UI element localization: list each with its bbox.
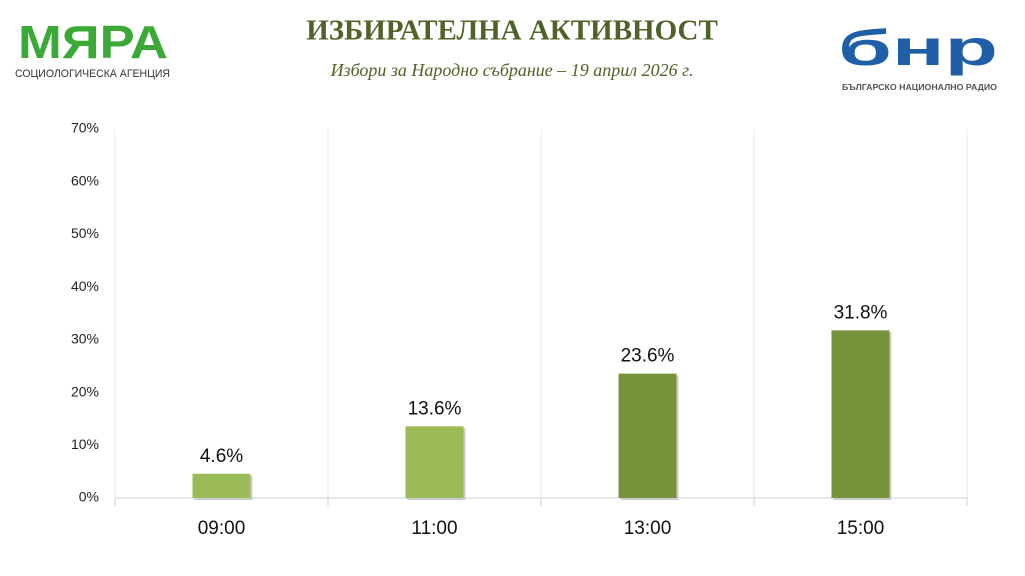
y-tick-label: 70% [71, 120, 99, 136]
value-label: 4.6% [200, 446, 243, 467]
y-tick-label: 40% [71, 278, 99, 294]
chart-subtitle: Избори за Народно събрание – 19 април 20… [330, 60, 694, 80]
x-tick-label: 13:00 [624, 518, 672, 539]
value-label: 31.8% [834, 302, 888, 323]
logo-left-name: МЯРА [18, 16, 168, 68]
y-tick-label: 30% [71, 331, 99, 347]
bar [618, 373, 677, 498]
value-label: 23.6% [621, 346, 675, 367]
y-tick-label: 0% [79, 489, 99, 505]
logo-right-name: бнр [838, 20, 998, 76]
y-tick-label: 20% [71, 383, 99, 399]
x-tick-label: 09:00 [198, 518, 246, 539]
bar [405, 426, 464, 498]
logo-left-tagline: СОЦИОЛОГИЧЕСКА АГЕНЦИЯ [15, 68, 170, 80]
bar [831, 330, 890, 498]
chart-title: ИЗБИРАТЕЛНА АКТИВНОСТ [306, 15, 718, 47]
bar [192, 473, 251, 498]
x-tick-label: 15:00 [837, 518, 885, 539]
y-tick-label: 60% [71, 172, 99, 188]
y-tick-label: 50% [71, 225, 99, 241]
x-tick-label: 11:00 [411, 518, 457, 539]
value-label: 13.6% [408, 398, 462, 419]
y-tick-label: 10% [71, 436, 99, 452]
logo-right-tagline: БЪЛГАРСКО НАЦИОНАЛНО РАДИО [842, 83, 997, 92]
